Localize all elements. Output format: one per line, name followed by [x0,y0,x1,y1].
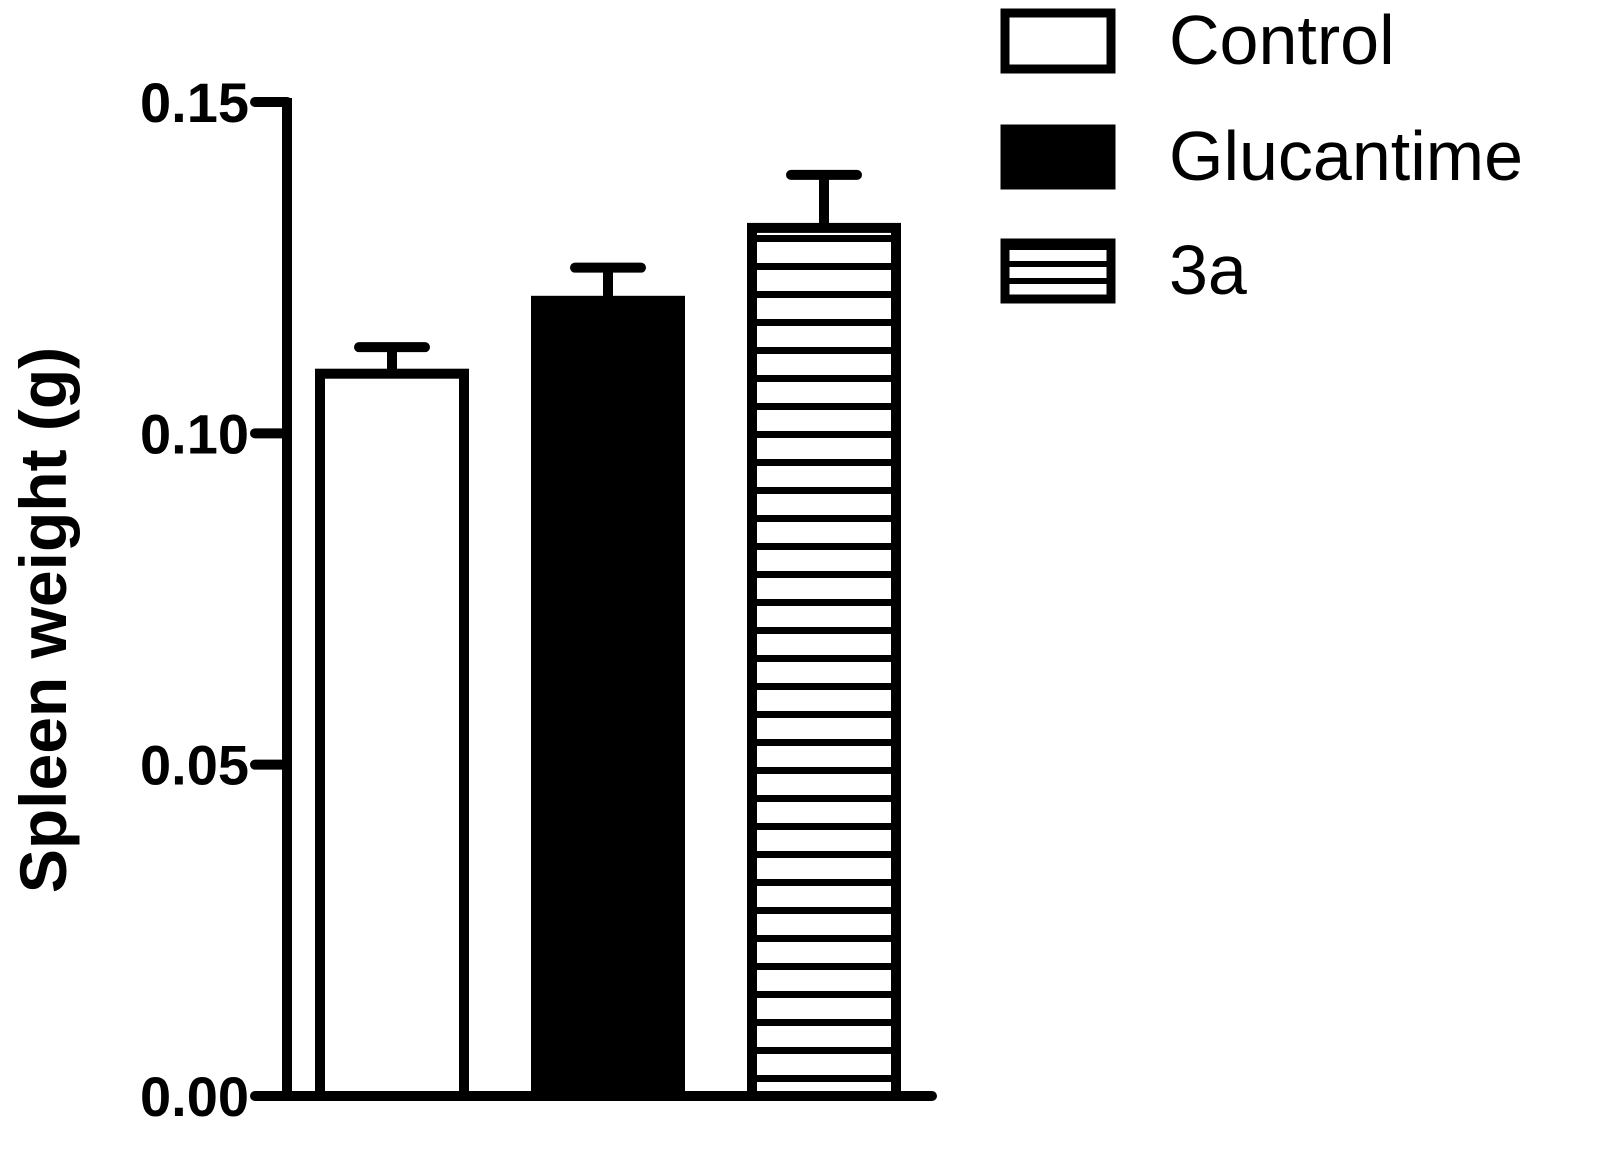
legend-swatch [1000,238,1116,304]
legend-swatch [1000,124,1116,190]
legend-label: Control [1169,1,1395,79]
legend-entry: Glucantime [1000,117,1523,195]
bar-group [747,169,901,1101]
y-tick-label: 0.10 [140,402,249,465]
bar-group [531,262,685,1101]
bar [531,295,685,1101]
y-tick-label: 0.05 [140,734,249,797]
bar [315,368,469,1101]
y-tick-label: 0.15 [140,71,249,134]
legend: Control Glucantime 3a [1000,1,1523,309]
legend-label: 3a [1169,231,1247,309]
bar [747,222,901,1101]
legend-entry: 3a [1000,231,1247,309]
y-axis: 0.00 0.05 0.10 0.15 [140,71,292,1128]
y-tick-label: 0.00 [140,1065,249,1128]
y-axis-title: Spleen weight (g) [6,347,80,893]
legend-label: Glucantime [1169,117,1523,195]
legend-entry: Control [1000,1,1395,79]
bar-group [315,342,469,1101]
bars [315,169,901,1101]
legend-swatch [1000,8,1116,74]
